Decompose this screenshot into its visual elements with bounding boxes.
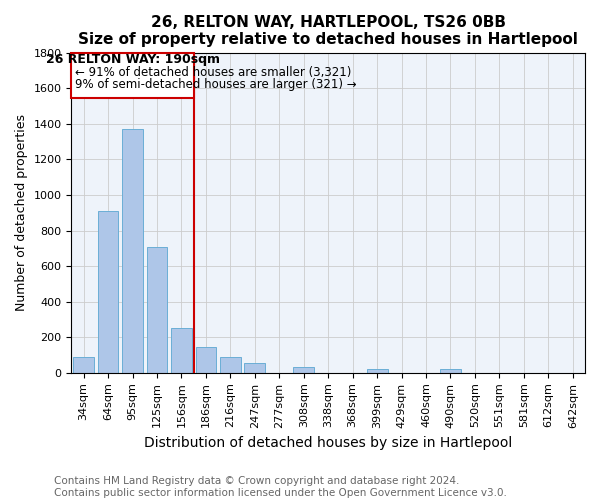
Y-axis label: Number of detached properties: Number of detached properties [15, 114, 28, 312]
Bar [98, 211, 118, 373]
Bar [171, 328, 192, 373]
X-axis label: Distribution of detached houses by size in Hartlepool: Distribution of detached houses by size … [144, 436, 512, 450]
Bar [293, 368, 314, 373]
Text: Contains HM Land Registry data © Crown copyright and database right 2024.
Contai: Contains HM Land Registry data © Crown c… [54, 476, 507, 498]
Bar [220, 357, 241, 373]
Bar [73, 357, 94, 373]
Title: 26, RELTON WAY, HARTLEPOOL, TS26 0BB
Size of property relative to detached house: 26, RELTON WAY, HARTLEPOOL, TS26 0BB Siz… [78, 15, 578, 48]
Bar [122, 129, 143, 373]
Text: 26 RELTON WAY: 190sqm: 26 RELTON WAY: 190sqm [46, 54, 220, 66]
Bar [440, 370, 461, 373]
Bar [146, 246, 167, 373]
Bar [71, 52, 194, 98]
Bar [244, 363, 265, 373]
Bar [367, 370, 388, 373]
Bar [196, 347, 217, 373]
Text: ← 91% of detached houses are smaller (3,321): ← 91% of detached houses are smaller (3,… [75, 66, 352, 79]
Text: 9% of semi-detached houses are larger (321) →: 9% of semi-detached houses are larger (3… [75, 78, 356, 91]
